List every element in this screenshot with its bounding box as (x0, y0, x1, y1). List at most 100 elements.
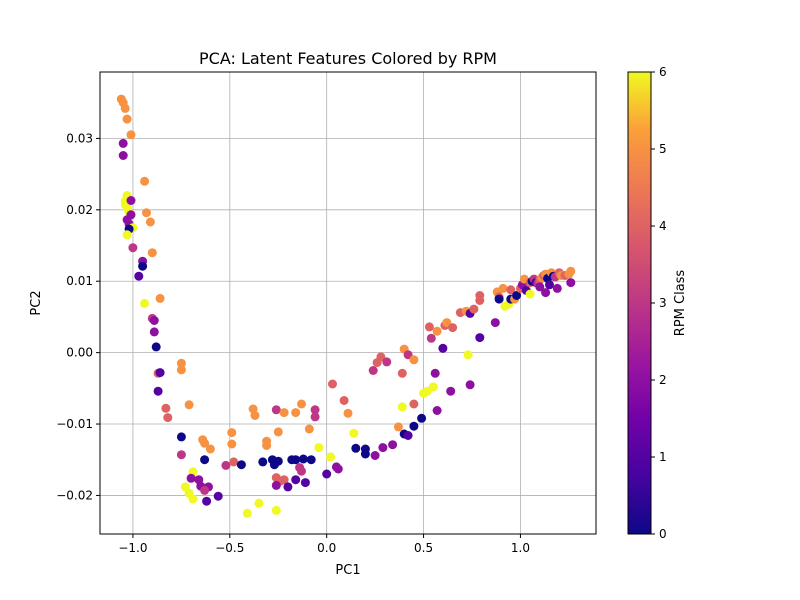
x-axis-ticks: −1.0 −0.5 0.0 0.5 1.0 (118, 534, 530, 555)
data-point (326, 452, 336, 462)
data-point (273, 456, 283, 466)
data-point (279, 408, 289, 418)
data-point (417, 413, 427, 423)
data-point (283, 482, 293, 492)
data-point (409, 421, 419, 431)
data-point (432, 326, 442, 336)
data-point (409, 355, 419, 365)
data-point (279, 475, 289, 485)
x-tick-label: −1.0 (118, 541, 147, 555)
data-point (149, 327, 159, 337)
data-points (116, 94, 576, 518)
data-point (343, 408, 353, 418)
data-point (138, 261, 148, 271)
data-point (506, 285, 516, 295)
data-point (163, 413, 173, 423)
data-point (147, 248, 157, 258)
data-point (176, 365, 186, 375)
x-tick-label: 0.5 (414, 541, 433, 555)
colorbar-tick-label: 5 (659, 142, 667, 156)
data-point (291, 475, 301, 485)
data-point (200, 485, 210, 495)
y-tick-label: −0.01 (56, 417, 93, 431)
data-point (498, 283, 508, 293)
data-point (469, 304, 479, 314)
data-point (271, 480, 281, 490)
data-point (314, 443, 324, 453)
data-point (397, 368, 407, 378)
y-tick-label: 0.01 (66, 274, 93, 288)
data-point (227, 428, 237, 438)
data-point (566, 266, 576, 276)
data-point (360, 449, 370, 459)
data-point (349, 428, 359, 438)
data-point (200, 438, 210, 448)
data-point (205, 444, 215, 454)
data-point (229, 457, 239, 467)
data-point (368, 366, 378, 375)
data-point (475, 291, 485, 300)
data-point (376, 352, 386, 362)
y-tick-label: 0.02 (66, 203, 93, 217)
data-point (304, 424, 314, 434)
data-point (118, 138, 128, 148)
data-point (494, 294, 504, 304)
colorbar (627, 71, 652, 535)
colorbar-label: RPM Class (673, 270, 688, 337)
data-point (300, 478, 310, 488)
data-point (448, 323, 458, 333)
colorbar-tick-label: 1 (659, 450, 667, 464)
colorbar-ticks: 0 1 2 3 4 5 6 (651, 65, 667, 541)
data-point (236, 460, 246, 470)
data-point (322, 469, 332, 479)
x-tick-label: 1.0 (511, 541, 530, 555)
data-point (552, 283, 562, 293)
data-point (221, 460, 231, 470)
data-point (388, 440, 398, 450)
data-point (213, 491, 223, 501)
data-point (545, 280, 554, 290)
data-point (541, 288, 551, 298)
data-point (428, 382, 438, 392)
data-point (339, 396, 349, 405)
data-point (140, 298, 150, 308)
data-point (378, 443, 388, 453)
chart-title: PCA: Latent Features Colored by RPM (199, 49, 497, 68)
data-point (242, 508, 252, 518)
data-point (566, 278, 576, 288)
data-point (306, 455, 316, 465)
x-tick-label: −0.5 (215, 541, 244, 555)
data-point (333, 464, 343, 474)
data-point (134, 271, 144, 281)
data-point (254, 498, 264, 508)
data-point (430, 368, 440, 378)
data-point (126, 130, 136, 140)
data-point (426, 333, 436, 343)
data-point (200, 455, 210, 465)
data-point (161, 403, 171, 413)
data-point (250, 411, 260, 420)
data-point (351, 443, 361, 453)
data-point (512, 291, 522, 300)
data-point (297, 399, 306, 409)
data-point (475, 333, 485, 343)
data-point (438, 343, 448, 353)
data-point (403, 431, 413, 440)
grid-lines (100, 72, 596, 534)
data-point (297, 466, 306, 476)
data-point (310, 412, 320, 422)
data-point (424, 322, 434, 332)
data-point (176, 432, 186, 442)
data-point (298, 454, 308, 464)
data-point (446, 386, 456, 396)
data-point (409, 399, 419, 409)
data-point (328, 379, 337, 389)
data-point (370, 451, 380, 460)
data-point (273, 427, 283, 437)
data-point (128, 243, 138, 253)
data-point (291, 408, 301, 418)
y-tick-label: 0.00 (66, 346, 93, 360)
data-point (271, 405, 281, 415)
data-point (155, 368, 165, 378)
